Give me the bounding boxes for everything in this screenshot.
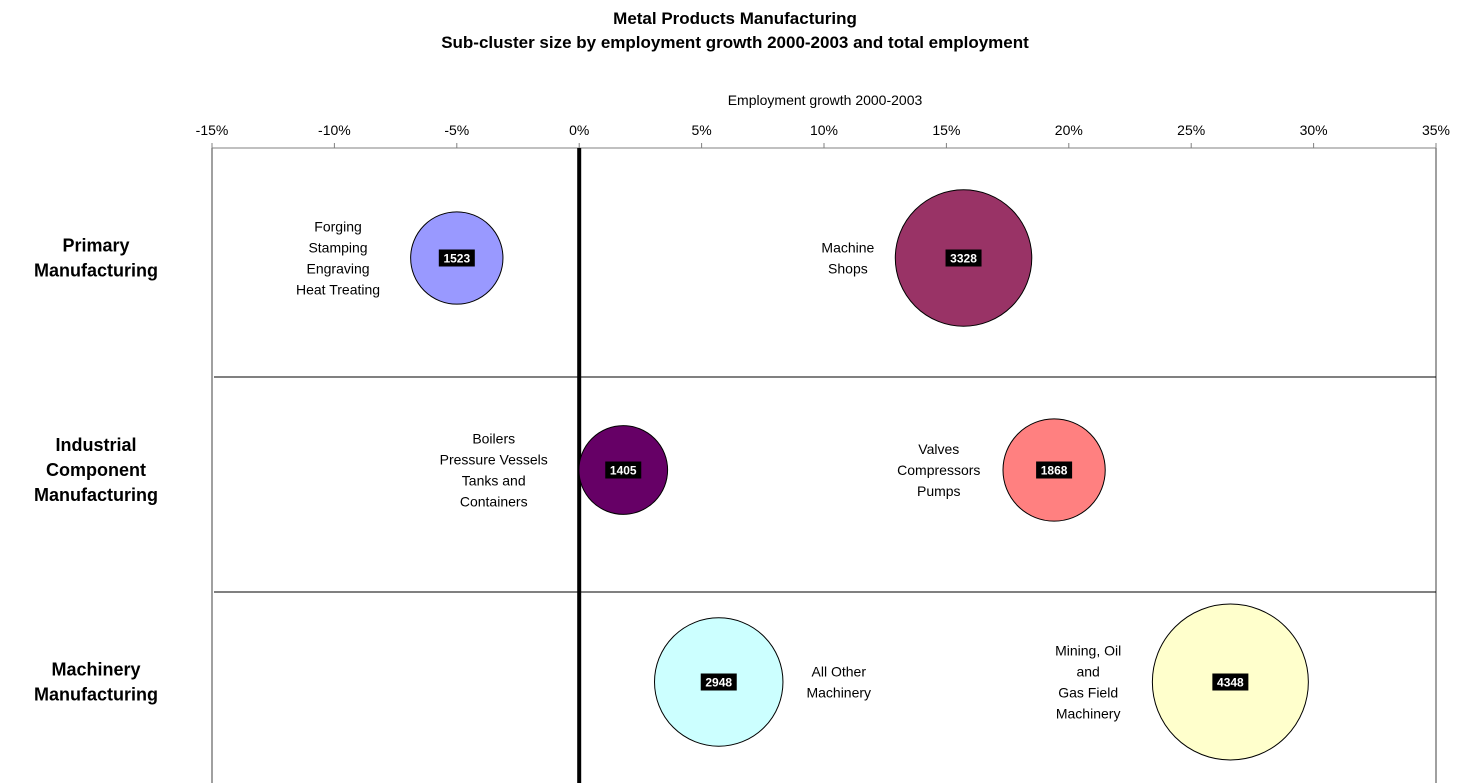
x-tick-label: 25% [1177,122,1205,138]
x-tick-label: 35% [1422,122,1450,138]
bubble-category-label: Forging Stamping Engraving Heat Treating [296,219,380,298]
bubble-value-box [438,249,475,267]
row-label: Machinery Manufacturing [34,660,158,705]
bubble-category-label: Mining, Oil and Gas Field Machinery [1055,643,1121,722]
row-label: Industrial Component Manufacturing [34,435,158,505]
x-tick-label: 0% [569,122,589,138]
x-tick-label: 30% [1300,122,1328,138]
plot-area: -15% -10% -5% 0% 5% 10% 15% 20% 25% 30% 35% Primary… [34,122,1450,783]
bubble-value-label: 2948 [705,676,732,690]
bubble-category-label: Valves Compressors Pumps [897,441,980,499]
bubble-value-label: 1868 [1041,464,1068,478]
x-tick-label: 20% [1055,122,1083,138]
x-tick-label: -10% [318,122,351,138]
bubble-value-label: 1405 [610,464,637,478]
bubble-value-box [1036,461,1073,479]
x-tick-label: -5% [444,122,469,138]
bubble-category-label: Machine Shops [821,240,874,277]
row-label: Primary Manufacturing [34,236,158,281]
bubble-value-box [945,249,982,267]
x-tick-label: 15% [932,122,960,138]
bubble-value-box [605,461,642,479]
bubble-value-box [1212,673,1249,691]
bubble-category-label: Boilers Pressure Vessels Tanks and Containe… [440,431,548,510]
bubble-value-box [700,673,737,691]
x-tick-label: 5% [691,122,711,138]
chart-title: Metal Products Manufacturing [613,9,857,28]
bubble-value-label: 3328 [950,252,977,266]
x-tick-label: -15% [196,122,229,138]
bubble-value-label: 4348 [1217,676,1244,690]
bubble-value-label: 1523 [443,252,470,266]
x-tick-label: 10% [810,122,838,138]
chart-subtitle: Sub-cluster size by employment growth 20… [441,33,1029,52]
bubble-category-label: All Other Machinery [806,664,871,701]
x-axis-title: Employment growth 2000-2003 [728,92,923,108]
